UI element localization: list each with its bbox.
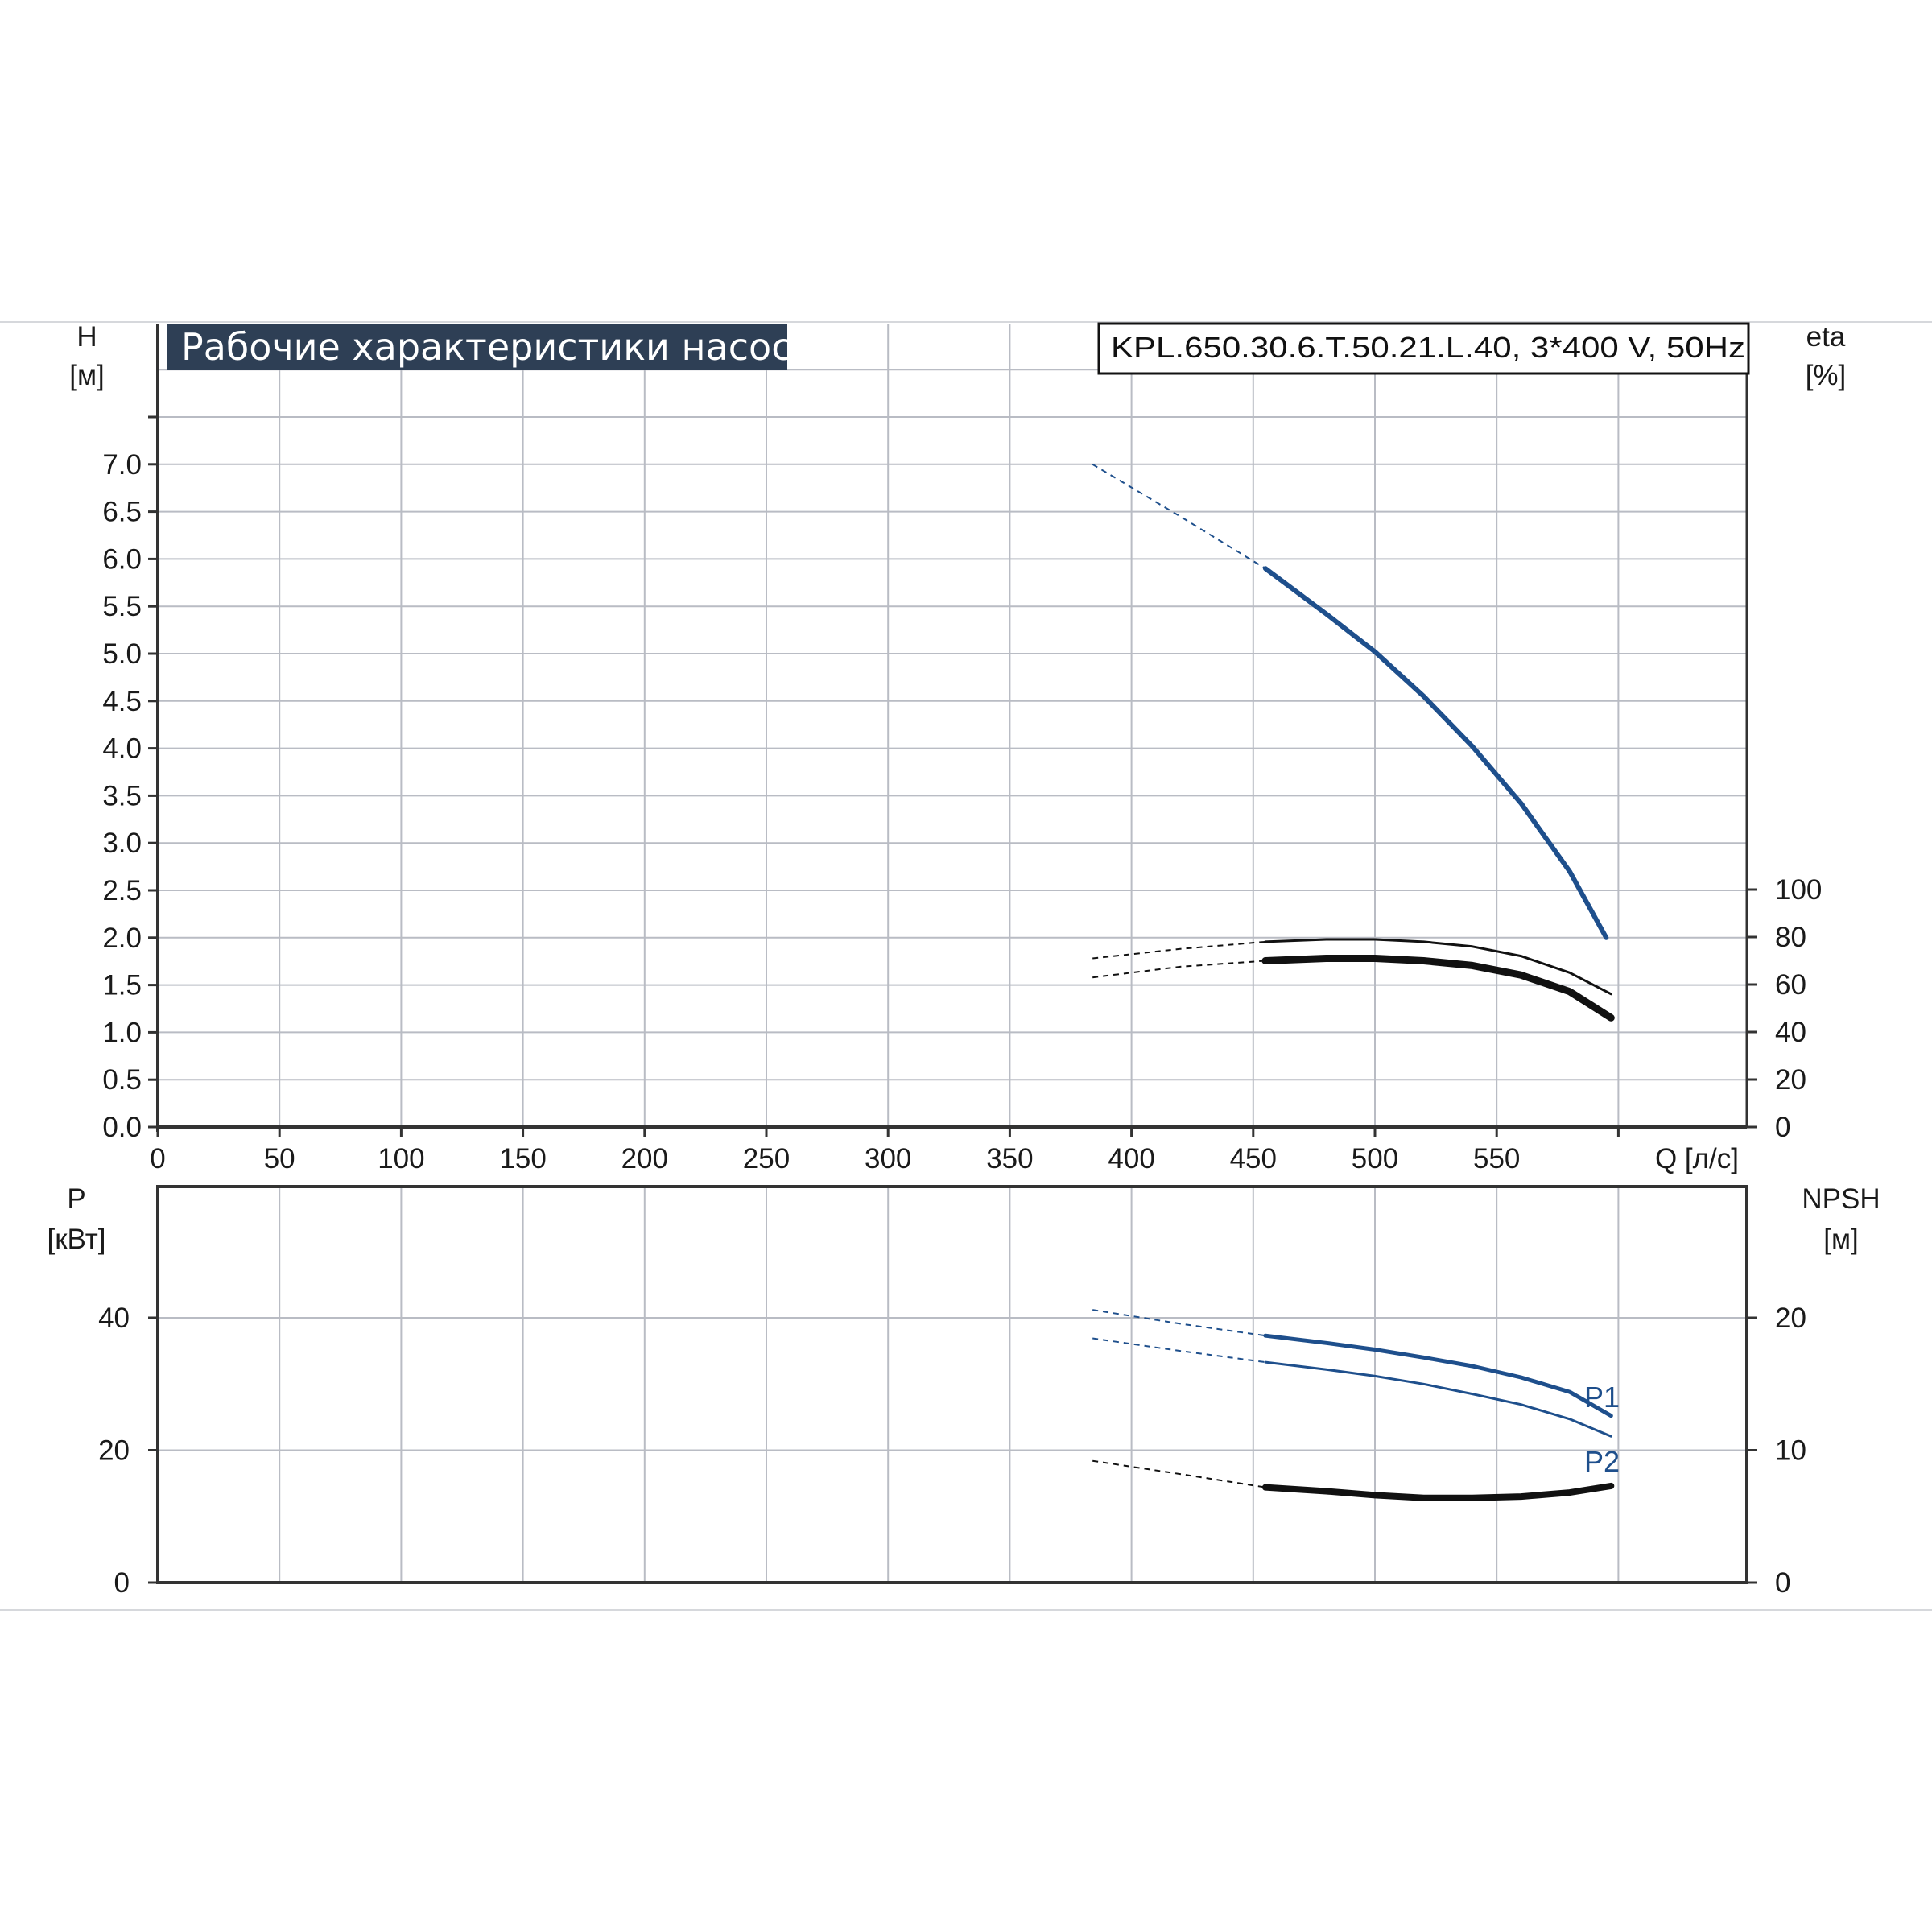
eta1-curve-extrapolated xyxy=(1092,940,1265,960)
h-tick-label: 5.0 xyxy=(102,638,142,670)
h-tick-label: 1.5 xyxy=(102,970,142,1001)
power-npsh-frame xyxy=(156,1185,1748,1584)
h-tick-label: 3.5 xyxy=(102,780,142,811)
p1-curve-label: P1 xyxy=(1584,1381,1620,1414)
q-tick-label: 0 xyxy=(150,1143,165,1174)
h-curve-extrapolated xyxy=(1092,463,1266,570)
h-tick-label: 0.5 xyxy=(102,1064,142,1096)
h-tick-label: 6.0 xyxy=(102,543,142,575)
h-tick-label: 6.5 xyxy=(102,497,142,528)
p-axis-title: P xyxy=(67,1183,85,1215)
h-tick-label: 2.5 xyxy=(102,875,142,906)
h-tick-label: 5.5 xyxy=(102,591,142,622)
p2-curve-extrapolated xyxy=(1092,1337,1266,1364)
q-tick-label: 400 xyxy=(1108,1143,1154,1174)
eta-tick-label: 20 xyxy=(1775,1064,1806,1096)
npsh-tick-label: 20 xyxy=(1775,1302,1806,1334)
q-tick-label: 200 xyxy=(621,1143,668,1174)
npsh-axis-title: NPSH xyxy=(1802,1183,1880,1215)
eta-axis-unit: [%] xyxy=(1806,360,1847,391)
power-npsh-axes: 0 20 40 0 10 20 xyxy=(98,1185,1806,1599)
q-axis-title: Q [л/с] xyxy=(1655,1143,1739,1174)
head-efficiency-grid xyxy=(158,324,1747,1127)
eta2-curve xyxy=(1261,955,1615,1022)
q-tick-label: 50 xyxy=(264,1143,295,1174)
q-tick-label: 250 xyxy=(743,1143,790,1174)
q-tick-label: 350 xyxy=(986,1143,1033,1174)
h-tick-label: 7.0 xyxy=(102,449,142,481)
eta-axis-title: eta xyxy=(1806,321,1846,353)
h-tick-label: 3.0 xyxy=(102,828,142,859)
h-tick-label: 0.0 xyxy=(102,1112,142,1143)
h-tick-label: 1.0 xyxy=(102,1017,142,1048)
npsh-curve-extrapolated xyxy=(1092,1459,1266,1488)
eta-tick-label: 80 xyxy=(1775,922,1806,953)
q-tick-label: 100 xyxy=(378,1143,424,1174)
p-tick-label: 20 xyxy=(98,1435,130,1467)
chart-title: Рабочие характеристики насоса xyxy=(181,325,815,369)
eta-tick-label: 100 xyxy=(1775,874,1822,906)
p-tick-label: 0 xyxy=(114,1567,130,1599)
model-box xyxy=(1097,322,1750,375)
power-npsh-grid xyxy=(158,1187,1747,1583)
chart-title-box xyxy=(167,324,787,370)
eta-tick-label: 60 xyxy=(1775,969,1806,1001)
npsh-tick-label: 10 xyxy=(1775,1435,1806,1467)
head-efficiency-curves xyxy=(1092,463,1615,1022)
p-axis-unit: [кВт] xyxy=(47,1224,106,1255)
npsh-tick-label: 0 xyxy=(1775,1567,1790,1599)
h-tick-label: 2.0 xyxy=(102,923,142,954)
model-label: KPL.650.30.6.T.50.21.L.40, 3*400 V, 50Hz xyxy=(1111,331,1745,364)
q-tick-label: 150 xyxy=(499,1143,546,1174)
p2-curve-label: P2 xyxy=(1584,1445,1620,1478)
head-efficiency-axes: 0.0 0.5 1.0 1.5 2.0 2.5 3.0 3.5 4.0 4.5 5.0 5.5 6.0 6… xyxy=(102,324,1822,1174)
h-axis-unit: [м] xyxy=(69,360,105,391)
p1-curve-extrapolated xyxy=(1092,1309,1266,1337)
eta-tick-label: 0 xyxy=(1775,1112,1790,1143)
p-tick-label: 40 xyxy=(98,1302,130,1334)
eta-tick-label: 40 xyxy=(1775,1017,1806,1048)
power-npsh-curves xyxy=(1092,1309,1615,1501)
q-tick-label: 300 xyxy=(865,1143,911,1174)
npsh-curve xyxy=(1261,1482,1615,1501)
h-axis-title: H xyxy=(76,321,97,353)
npsh-axis-unit: [м] xyxy=(1823,1224,1859,1255)
q-tick-label: 550 xyxy=(1473,1143,1520,1174)
eta2-curve-extrapolated xyxy=(1092,960,1265,979)
h-tick-label: 4.5 xyxy=(102,686,142,717)
p2-curve xyxy=(1264,1360,1612,1438)
h-tick-label: 4.0 xyxy=(102,733,142,765)
p1-curve xyxy=(1263,1333,1613,1418)
eta1-curve xyxy=(1264,938,1612,996)
q-tick-label: 500 xyxy=(1352,1143,1398,1174)
h-curve xyxy=(1262,566,1609,940)
q-tick-label: 450 xyxy=(1230,1143,1277,1174)
